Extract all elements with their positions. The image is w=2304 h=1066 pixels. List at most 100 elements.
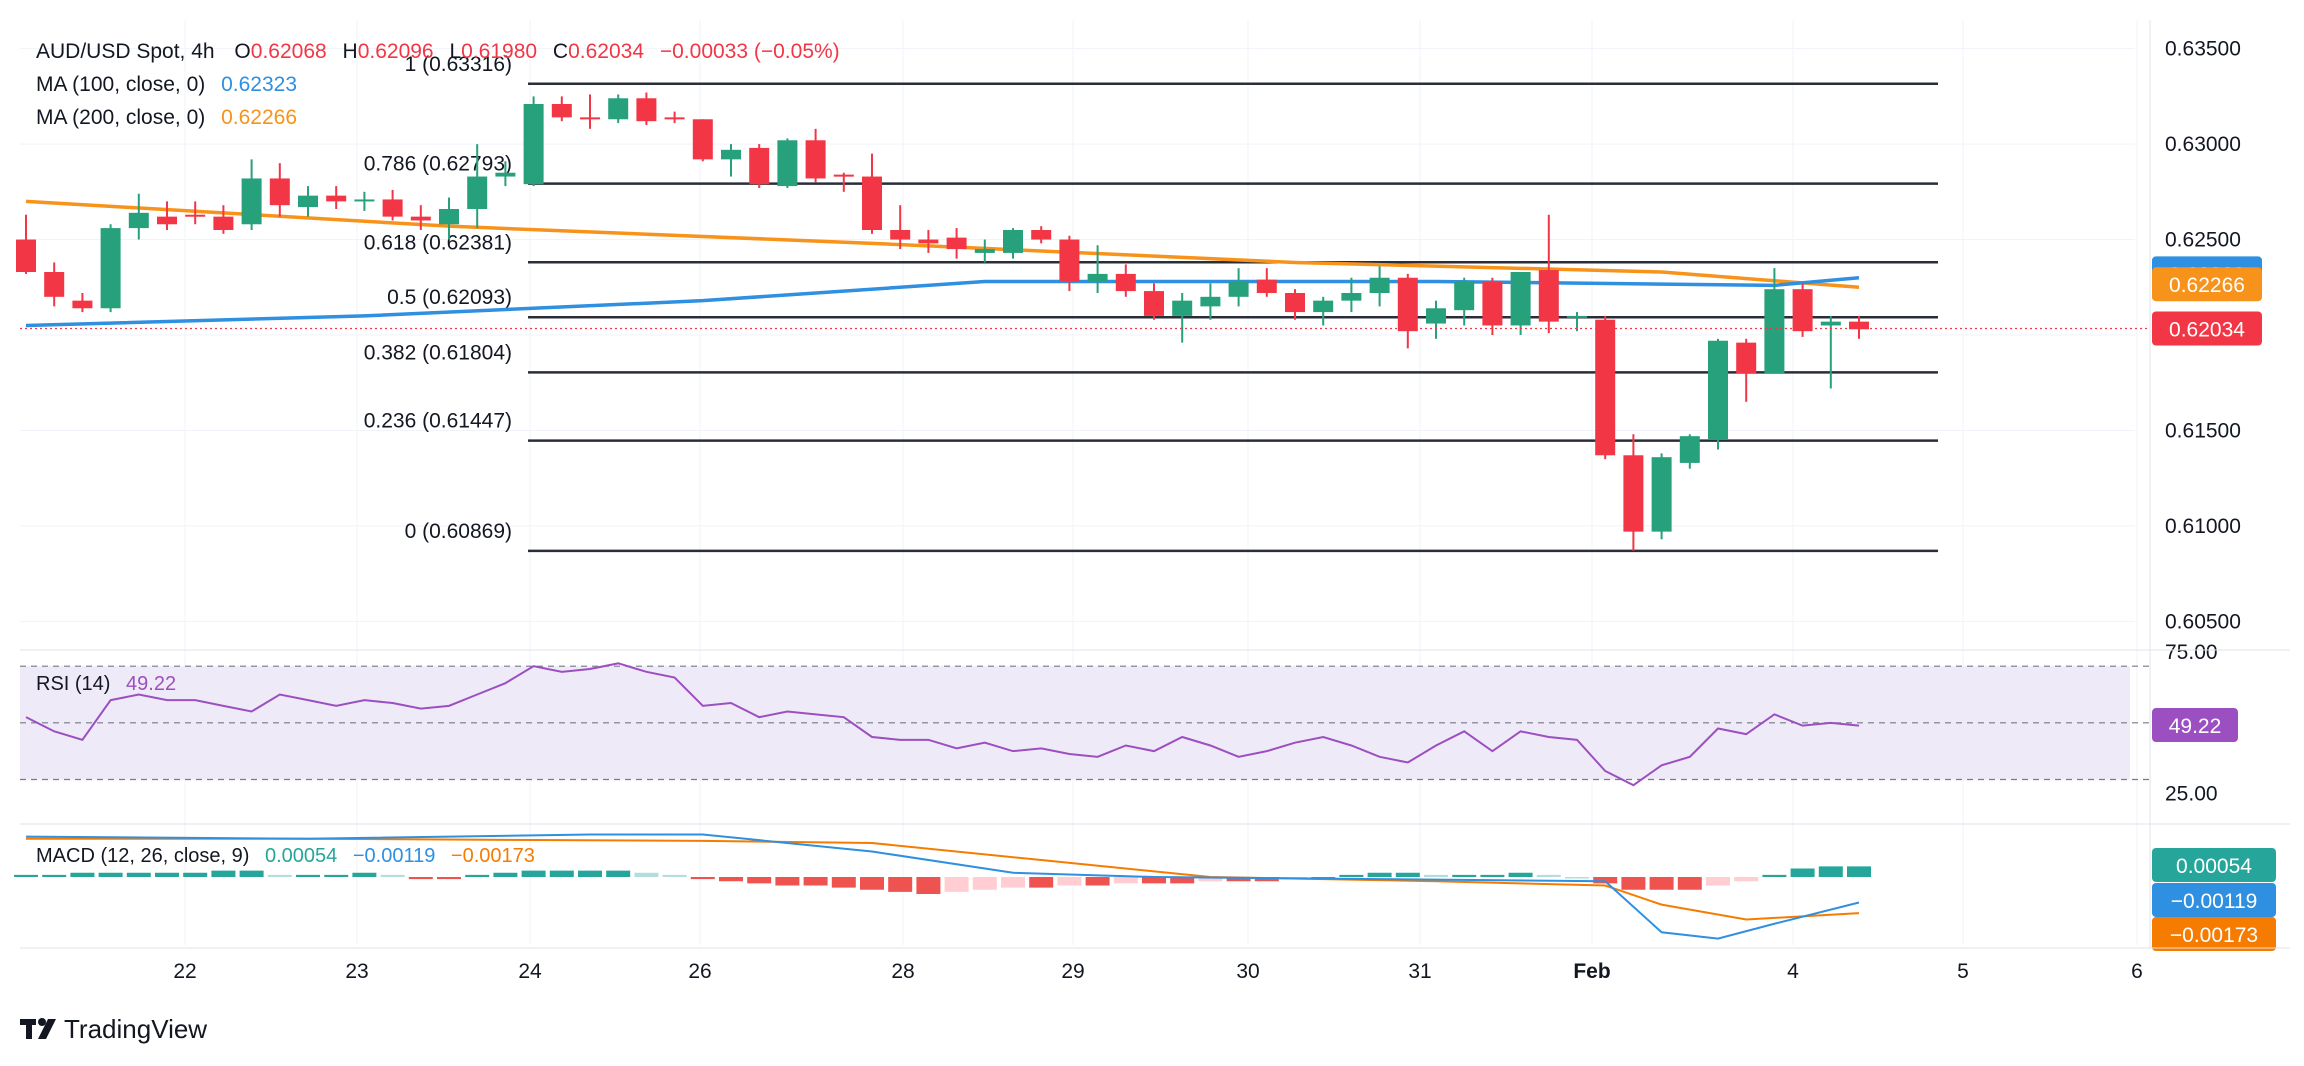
close-label: C xyxy=(553,40,568,63)
candle-body xyxy=(1228,281,1249,297)
macd-hist-bar xyxy=(1057,877,1082,886)
macd-hist-bar xyxy=(211,870,236,877)
macd-hist-bar xyxy=(183,872,208,877)
macd-hist-bar xyxy=(1198,877,1223,882)
candle xyxy=(833,172,854,192)
candle-body xyxy=(241,178,262,225)
x-tick-label: 28 xyxy=(891,960,914,983)
y-tick-label: 0.61000 xyxy=(2165,515,2241,538)
candle-body xyxy=(1595,319,1616,456)
candle xyxy=(1397,273,1418,349)
candle xyxy=(805,128,826,183)
candle-body xyxy=(269,178,290,206)
macd-badge-text: −0.00173 xyxy=(2170,924,2258,947)
candle xyxy=(439,197,459,240)
macd-badge-bg xyxy=(2152,848,2276,882)
macd-hist-bar xyxy=(1452,874,1477,877)
macd-hist-bar xyxy=(549,870,574,877)
x-tick-label: 23 xyxy=(345,960,368,983)
candle-body xyxy=(439,209,459,225)
candle xyxy=(213,205,234,234)
candle xyxy=(1144,283,1164,320)
candle xyxy=(382,189,403,221)
macd-hist-bar xyxy=(1142,877,1166,884)
candle xyxy=(100,224,121,313)
candle-body xyxy=(157,216,177,225)
macd-hist-bar xyxy=(1536,874,1561,877)
fib-level-label: 0.786 (0.62793) xyxy=(364,153,512,176)
macd-hist-bar xyxy=(1085,877,1110,886)
candle xyxy=(1087,245,1108,293)
candle xyxy=(410,205,431,230)
rsi-badge-bg xyxy=(2152,708,2238,743)
candle-body xyxy=(1115,273,1136,292)
tradingview-logo[interactable]: TradingView xyxy=(20,1014,207,1044)
rsi-legend[interactable]: RSI (14) 49.22 xyxy=(36,673,176,695)
candle-body xyxy=(636,98,657,122)
macd-badge: 0.00054 xyxy=(2152,848,2276,882)
candle xyxy=(664,111,685,124)
candle xyxy=(269,163,290,217)
macd-badge: −0.00173 xyxy=(2152,917,2276,951)
candle xyxy=(1115,264,1136,297)
macd-hist-bar xyxy=(70,872,95,877)
change-value: −0.00033 (−0.05%) xyxy=(660,40,840,63)
candle-body xyxy=(1256,279,1277,293)
macd-hist-bar xyxy=(267,874,292,877)
x-tick-label: 26 xyxy=(688,960,711,983)
macd-hist-bar xyxy=(1565,877,1589,879)
candle xyxy=(862,153,882,234)
macd-hist-bar xyxy=(719,877,743,882)
candle-body xyxy=(1369,277,1390,293)
price-badge-bg xyxy=(2152,311,2262,346)
price-badge-text: 0.62266 xyxy=(2169,274,2245,297)
price-badge-text: 0.62034 xyxy=(2169,319,2245,342)
candle xyxy=(918,230,939,253)
candle-body xyxy=(1708,340,1728,440)
candle-body xyxy=(1144,291,1164,316)
y-tick-label: 0.60500 xyxy=(2165,610,2241,633)
candle-body xyxy=(1426,308,1446,324)
macd-hist-bar xyxy=(1847,866,1871,877)
candle xyxy=(1595,315,1616,460)
macd-hist-bar xyxy=(662,874,687,877)
candle xyxy=(636,92,657,125)
y-tick-label: 0.62500 xyxy=(2165,229,2241,252)
macd-hist-bar xyxy=(380,874,405,877)
macd-hist-bar xyxy=(352,872,377,877)
ma100-legend[interactable]: MA (100, close, 0) 0.62323 xyxy=(36,73,297,96)
candle-body xyxy=(185,214,206,217)
candle xyxy=(1285,289,1305,320)
candle-body xyxy=(1482,281,1503,326)
candle-body xyxy=(1623,455,1644,532)
candle xyxy=(1003,228,1023,259)
macd-hist-bar xyxy=(690,877,715,880)
x-tick-label: 29 xyxy=(1061,960,1084,983)
candlesticks xyxy=(16,92,1869,551)
candle xyxy=(1510,272,1531,335)
candle xyxy=(608,94,629,124)
candle-body xyxy=(551,104,572,118)
macd-hist-bar xyxy=(1790,868,1815,877)
ma200-line xyxy=(25,199,1860,290)
candle-body xyxy=(862,176,882,230)
candle-body xyxy=(1820,321,1841,326)
candle-body xyxy=(946,237,967,250)
macd-hist-bar xyxy=(1254,877,1279,882)
macd-hist-bar xyxy=(42,874,67,877)
ma200-legend[interactable]: MA (200, close, 0) 0.62266 xyxy=(36,106,297,129)
candle xyxy=(1651,453,1672,540)
candle-body xyxy=(1397,277,1418,332)
macd-hist-bar xyxy=(1001,877,1025,888)
candle-body xyxy=(410,216,431,221)
candle-body xyxy=(72,300,93,309)
x-tick-label: Feb xyxy=(1573,960,1610,983)
macd-legend[interactable]: MACD (12, 26, close, 9) 0.00054 −0.00119… xyxy=(36,845,535,867)
legend-header: AUD/USD Spot, 4h O0.62068 H0.62096 L0.61… xyxy=(36,40,840,63)
candle-body xyxy=(1849,321,1869,330)
ma100-value: 0.62323 xyxy=(221,73,297,96)
macd-hist-bar xyxy=(1649,877,1674,890)
candle-body xyxy=(213,216,234,230)
